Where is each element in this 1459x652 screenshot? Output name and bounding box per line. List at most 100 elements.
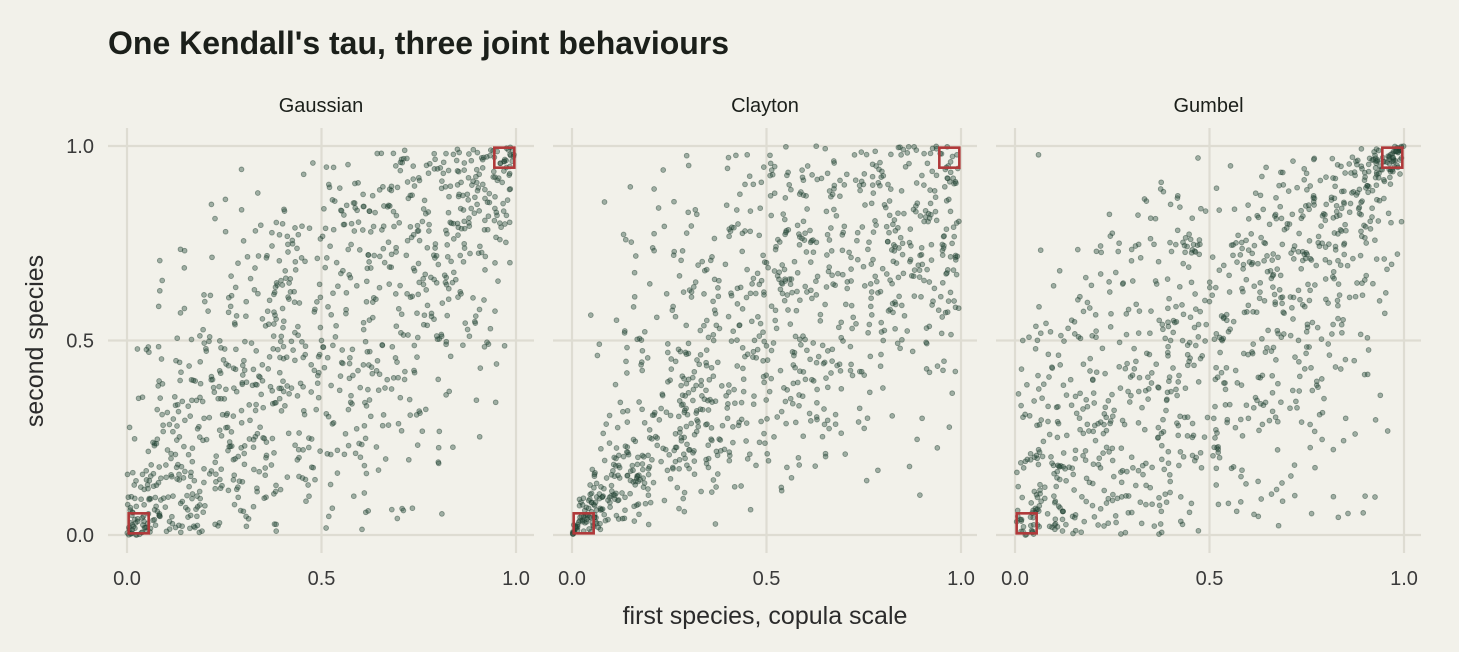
data-point <box>1034 422 1040 429</box>
data-point <box>672 458 679 465</box>
data-point <box>832 282 838 289</box>
data-point <box>1328 197 1335 203</box>
data-point <box>322 264 329 271</box>
data-point <box>1312 282 1318 288</box>
data-point <box>649 436 655 442</box>
data-point <box>1313 382 1320 388</box>
data-point <box>233 388 240 395</box>
data-point <box>226 439 233 445</box>
data-point <box>773 243 779 250</box>
x-tick-label: 0.5 <box>753 568 781 590</box>
data-point <box>864 415 871 422</box>
data-point <box>472 313 479 319</box>
data-point <box>947 253 954 260</box>
data-point <box>1167 489 1173 496</box>
data-point <box>268 462 275 468</box>
data-point <box>346 272 353 278</box>
data-point <box>426 221 432 228</box>
data-point <box>1125 493 1132 499</box>
data-point <box>1375 218 1382 224</box>
data-point <box>939 279 946 286</box>
data-point <box>865 329 871 336</box>
data-point <box>410 231 417 238</box>
data-point <box>599 494 606 500</box>
data-point <box>1051 499 1058 506</box>
data-point <box>385 239 392 246</box>
data-point <box>269 400 276 407</box>
data-point <box>777 286 784 293</box>
data-point <box>1315 233 1322 240</box>
data-point <box>879 265 886 272</box>
data-point <box>1225 328 1232 335</box>
data-point <box>413 412 420 418</box>
data-point <box>166 421 173 428</box>
data-point <box>1311 202 1317 208</box>
data-point <box>767 172 773 179</box>
data-point <box>326 184 333 191</box>
data-point <box>1125 306 1132 313</box>
data-point <box>1335 231 1341 237</box>
data-point <box>1046 374 1052 380</box>
data-point <box>420 281 427 288</box>
data-point <box>299 475 306 481</box>
data-point <box>495 278 501 284</box>
data-point <box>679 392 686 399</box>
data-point <box>944 267 951 273</box>
data-point <box>388 251 395 258</box>
data-point <box>1250 341 1257 347</box>
data-point <box>923 325 930 331</box>
data-point <box>240 238 247 244</box>
data-point <box>1288 250 1294 256</box>
data-point <box>416 408 423 414</box>
data-point <box>610 461 617 468</box>
data-point <box>393 323 400 330</box>
data-point <box>737 191 743 198</box>
data-point <box>703 347 710 353</box>
data-point <box>1352 172 1358 179</box>
data-point <box>1157 521 1164 527</box>
data-point <box>781 266 788 273</box>
data-point <box>315 394 322 401</box>
data-point <box>856 182 863 189</box>
data-point <box>1180 311 1187 318</box>
data-point <box>696 361 703 368</box>
data-point <box>257 222 264 229</box>
data-point <box>394 359 400 365</box>
data-point <box>756 439 763 446</box>
data-point <box>624 407 631 414</box>
data-point <box>688 223 695 229</box>
data-point <box>941 358 947 365</box>
data-point <box>1056 464 1063 470</box>
data-point <box>457 288 464 295</box>
data-point <box>763 397 770 403</box>
data-point <box>1278 215 1285 222</box>
data-point <box>379 422 386 429</box>
data-point <box>828 193 834 200</box>
data-point <box>699 258 706 265</box>
data-point <box>426 160 433 167</box>
data-point <box>461 160 468 166</box>
data-point <box>1202 208 1209 214</box>
data-point <box>431 316 437 323</box>
data-point <box>613 317 620 324</box>
data-point <box>226 443 233 450</box>
data-point <box>281 208 288 214</box>
data-point <box>1355 205 1362 212</box>
data-point <box>156 257 163 264</box>
y-axis-title: second species <box>21 255 49 427</box>
data-point <box>1251 283 1258 290</box>
data-point <box>1119 467 1126 474</box>
data-point <box>822 145 829 152</box>
data-point <box>1093 248 1100 255</box>
data-point <box>1101 523 1107 529</box>
data-point <box>831 160 838 166</box>
data-point <box>419 428 426 435</box>
data-point <box>824 348 831 354</box>
data-point <box>797 297 803 304</box>
data-point <box>1257 192 1264 199</box>
panel-label: Gumbel <box>1173 95 1243 117</box>
data-point <box>594 352 601 359</box>
data-point <box>756 281 763 288</box>
data-point <box>156 287 163 294</box>
data-point <box>363 278 370 285</box>
